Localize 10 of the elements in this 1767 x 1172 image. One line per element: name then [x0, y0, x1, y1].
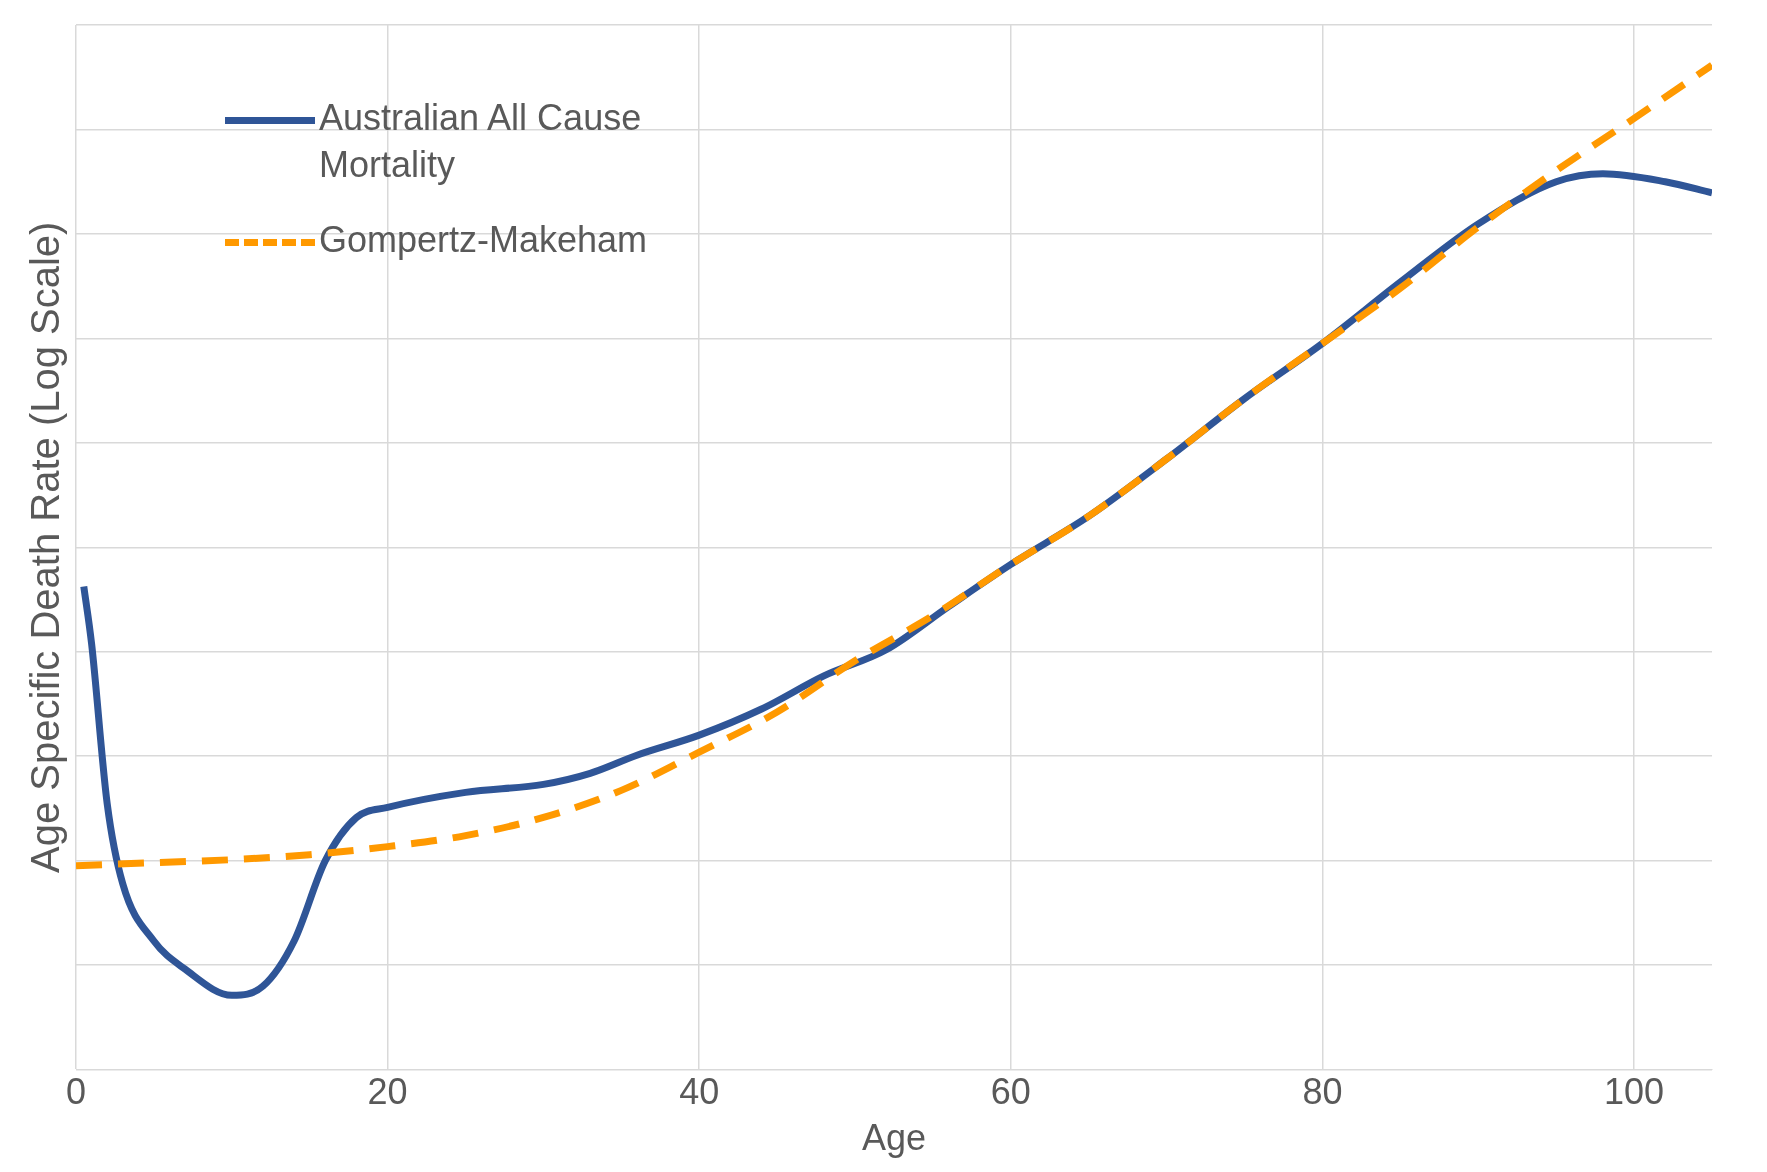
- legend-label: Gompertz-Makeham: [319, 217, 649, 262]
- x-tick-label: 0: [65, 1071, 87, 1113]
- x-tick-label: 40: [679, 1071, 720, 1113]
- x-tick-label: 100: [1604, 1071, 1665, 1113]
- x-tick-label: 80: [1302, 1071, 1343, 1113]
- y-axis-title: Age Specific Death Rate (Log Scale): [23, 221, 68, 874]
- x-tick-label: 20: [367, 1071, 408, 1113]
- legend-label: Australian All Cause Mortality: [319, 96, 643, 187]
- x-tick-label: 60: [990, 1071, 1031, 1113]
- x-axis-title: Age: [861, 1117, 927, 1159]
